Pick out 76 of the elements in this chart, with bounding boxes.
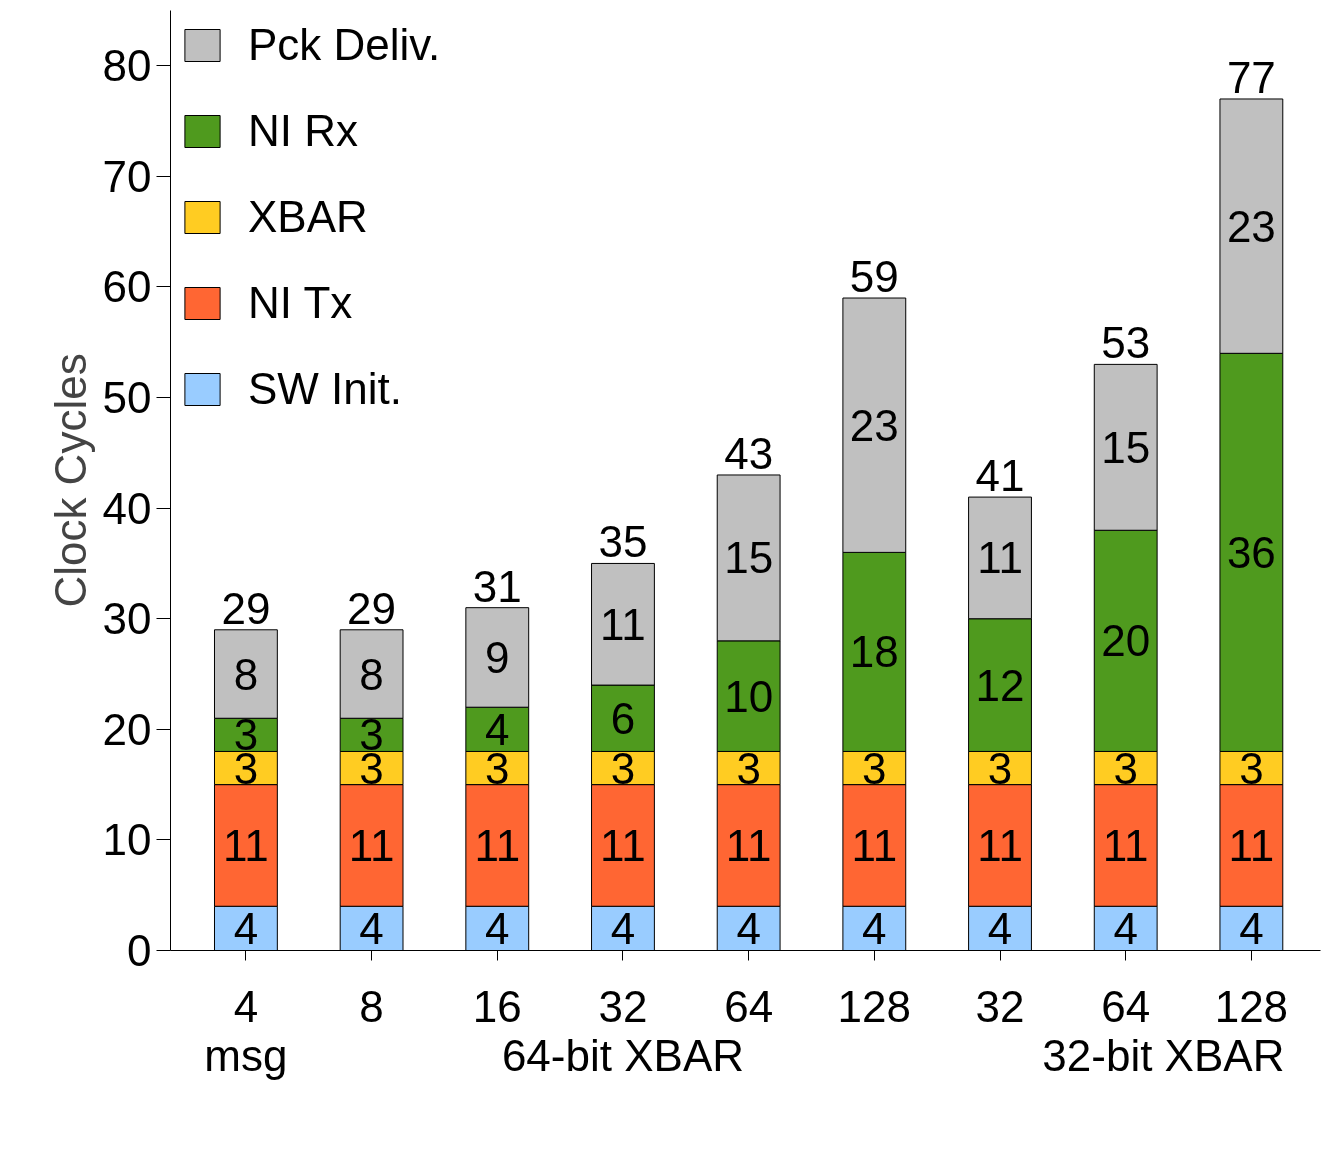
data-label: 11 xyxy=(474,820,521,870)
total-label: 53 xyxy=(1101,318,1151,368)
total-label: 43 xyxy=(724,428,774,478)
data-label: 4 xyxy=(862,903,887,953)
data-label: 20 xyxy=(1101,616,1151,666)
data-label: 8 xyxy=(233,649,259,699)
y-tick-label: 30 xyxy=(102,594,152,644)
y-tick-label: 60 xyxy=(102,262,152,312)
x-tick-label: 4 xyxy=(233,981,259,1031)
y-tick-label: 70 xyxy=(102,151,152,201)
data-label: 15 xyxy=(1101,422,1151,472)
legend-label: SW Init. xyxy=(248,364,403,414)
data-label: 3 xyxy=(987,743,1013,793)
y-tick-label: 10 xyxy=(102,815,152,865)
data-label: 10 xyxy=(724,671,774,721)
data-label: 11 xyxy=(1102,820,1149,870)
text: 64-bit XBAR xyxy=(501,1030,745,1080)
data-label: 4 xyxy=(736,903,761,953)
data-label: 3 xyxy=(1113,743,1138,793)
y-tick-label: 50 xyxy=(102,373,152,423)
data-label: 4 xyxy=(485,704,510,754)
y-tick-label: 40 xyxy=(102,483,152,533)
data-label: 11 xyxy=(851,820,898,870)
data-label: 23 xyxy=(1226,201,1276,251)
x-tick-label: 8 xyxy=(359,981,384,1031)
y-axis-title: Clock Cycles xyxy=(45,353,95,608)
data-label: 11 xyxy=(600,599,646,649)
total-label: 29 xyxy=(221,583,271,633)
total-label: 77 xyxy=(1226,52,1276,102)
y-tick-label: 20 xyxy=(102,704,152,754)
legend-label: NI Tx xyxy=(248,278,353,328)
data-label: 9 xyxy=(485,632,510,682)
x-tick-label: 32 xyxy=(975,981,1025,1031)
x-tick-label: 128 xyxy=(1214,981,1289,1031)
total-label: 41 xyxy=(975,451,1025,501)
total-label: 31 xyxy=(472,561,522,611)
data-label: 18 xyxy=(849,627,899,677)
data-label: 3 xyxy=(862,743,887,793)
legend-label: XBAR xyxy=(248,192,368,242)
x-tick-label: 16 xyxy=(472,981,522,1031)
data-label: 4 xyxy=(1113,903,1138,953)
x-tick-label: 32 xyxy=(598,981,648,1031)
data-label: 4 xyxy=(610,903,636,953)
data-label: 8 xyxy=(359,649,384,699)
data-label: 4 xyxy=(1239,903,1264,953)
data-label: 11 xyxy=(1228,820,1275,870)
data-label: 4 xyxy=(485,903,510,953)
data-label: 11 xyxy=(600,820,646,870)
data-label: 11 xyxy=(348,820,395,870)
data-label: 4 xyxy=(359,903,384,953)
total-label: 29 xyxy=(347,583,397,633)
x-tick-label: 64 xyxy=(1101,981,1151,1031)
data-label: 3 xyxy=(610,743,636,793)
data-label: 12 xyxy=(975,660,1025,710)
data-label: 23 xyxy=(849,400,899,450)
text: msg xyxy=(204,1030,288,1080)
x-tick-label: 64 xyxy=(724,981,774,1031)
y-tick-label: 80 xyxy=(102,41,152,91)
data-label: 6 xyxy=(610,693,636,743)
data-label: 11 xyxy=(725,820,772,870)
data-label: 3 xyxy=(736,743,761,793)
x-tick-label: 128 xyxy=(837,981,912,1031)
total-label: 59 xyxy=(849,252,899,302)
legend-label: NI Rx xyxy=(248,106,358,156)
data-label: 36 xyxy=(1226,527,1276,577)
legend-label: Pck Deliv. xyxy=(248,20,441,70)
data-label: 4 xyxy=(233,903,259,953)
total-label: 35 xyxy=(598,517,648,567)
data-label: 4 xyxy=(987,903,1013,953)
text: 32-bit XBAR xyxy=(1042,1030,1285,1080)
data-label: 11 xyxy=(977,820,1023,870)
y-tick-label: 0 xyxy=(127,926,152,975)
data-label: 3 xyxy=(1239,743,1264,793)
data-label: 11 xyxy=(977,533,1023,583)
data-label: 15 xyxy=(724,533,774,583)
data-label: 11 xyxy=(223,820,269,870)
